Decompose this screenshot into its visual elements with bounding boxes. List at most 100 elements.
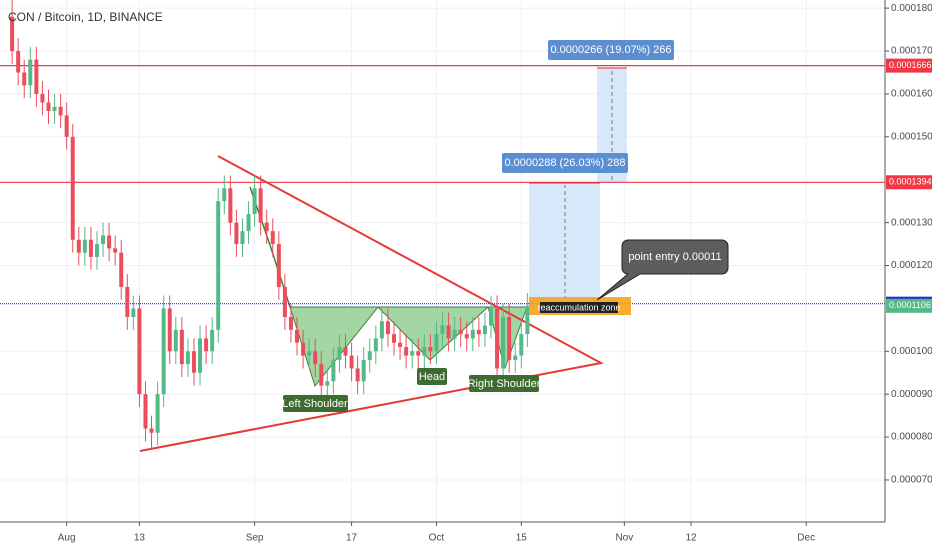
candle-body bbox=[476, 329, 481, 335]
price-tag-label: 0.0001106 bbox=[889, 300, 931, 310]
candle-body bbox=[252, 188, 257, 215]
candle-body bbox=[234, 222, 239, 245]
entry-callout bbox=[596, 239, 729, 301]
candle-body bbox=[22, 72, 27, 86]
target-label: 0.0000266 (19.07%) 266 bbox=[550, 44, 671, 56]
candle-body bbox=[434, 334, 439, 352]
y-tick-label: 0.0000700 bbox=[891, 475, 932, 486]
trend-line bbox=[249, 186, 291, 308]
candle-body bbox=[125, 286, 130, 317]
candle-body bbox=[113, 248, 118, 253]
x-tick-label: 17 bbox=[346, 533, 358, 544]
candle-body bbox=[482, 325, 487, 335]
grid bbox=[0, 0, 885, 522]
candle-body bbox=[404, 346, 409, 356]
candle-body bbox=[452, 329, 457, 339]
candle-body bbox=[101, 235, 106, 245]
entry-label: point entry 0.00011 bbox=[628, 251, 721, 263]
candle-body bbox=[307, 351, 312, 356]
candle-body bbox=[191, 351, 196, 373]
candle-body bbox=[301, 342, 306, 356]
candle-body bbox=[392, 334, 397, 343]
candle-body bbox=[210, 329, 215, 352]
price-tag-label: 0.0001394 bbox=[889, 177, 932, 187]
candle-body bbox=[40, 93, 45, 103]
candle-body bbox=[34, 59, 39, 94]
zone-label-bg bbox=[540, 302, 618, 313]
target-label-bg bbox=[502, 153, 628, 173]
price-tag bbox=[886, 58, 932, 73]
candle-body bbox=[222, 188, 227, 202]
x-tick-label: 15 bbox=[516, 533, 528, 544]
target-label: 0.0000288 (26.03%) 288 bbox=[504, 157, 625, 169]
candle-body bbox=[422, 346, 427, 356]
candle-body bbox=[325, 381, 330, 386]
x-tick-label: Sep bbox=[246, 533, 264, 544]
candle-body bbox=[355, 368, 360, 382]
candles bbox=[10, 0, 530, 450]
candle-body bbox=[501, 316, 506, 369]
candle-body bbox=[131, 308, 136, 317]
x-tick-label: Oct bbox=[429, 533, 445, 544]
candle-body bbox=[76, 239, 81, 253]
triangle bbox=[139, 155, 604, 452]
candle-body bbox=[446, 325, 451, 339]
candle-body bbox=[331, 359, 336, 382]
candle-body bbox=[204, 338, 209, 352]
candle-body bbox=[507, 316, 512, 360]
candle-body bbox=[149, 428, 154, 433]
pattern-label: Left Shoulder bbox=[282, 398, 348, 410]
candle-body bbox=[82, 239, 87, 253]
candle-body bbox=[94, 244, 99, 257]
candle-body bbox=[70, 136, 75, 240]
candle-body bbox=[240, 231, 245, 245]
pattern-label-bg bbox=[283, 395, 348, 412]
candle-body bbox=[525, 305, 530, 335]
candle-body bbox=[161, 308, 166, 395]
candle-body bbox=[155, 394, 160, 433]
candle-body bbox=[46, 102, 51, 112]
candle-body bbox=[246, 214, 251, 232]
x-tick-label: 13 bbox=[134, 533, 146, 544]
x-tick-label: Nov bbox=[615, 533, 633, 544]
candle-body bbox=[410, 351, 415, 356]
candle-body bbox=[276, 244, 281, 287]
candle-body bbox=[179, 329, 184, 365]
levels bbox=[0, 65, 885, 305]
candle-body bbox=[107, 235, 112, 249]
candle-body bbox=[513, 355, 518, 360]
candle-body bbox=[458, 329, 463, 335]
candle-body bbox=[416, 351, 421, 356]
candle-body bbox=[282, 286, 287, 317]
candle-body bbox=[464, 334, 469, 339]
candle-body bbox=[398, 342, 403, 347]
pattern-label: Head bbox=[419, 371, 445, 383]
candle-body bbox=[64, 115, 69, 137]
candle-body bbox=[198, 338, 203, 373]
x-tick-label: Dec bbox=[797, 533, 815, 544]
candle-body bbox=[349, 355, 354, 369]
candle-body bbox=[185, 351, 190, 365]
candle-body bbox=[10, 16, 15, 52]
price-tag bbox=[886, 175, 932, 190]
candle-body bbox=[258, 188, 263, 223]
candle-body bbox=[373, 338, 378, 352]
pattern-label-bg bbox=[469, 375, 539, 392]
price-tag bbox=[886, 298, 932, 313]
candle-body bbox=[264, 222, 269, 232]
candle-body bbox=[137, 308, 142, 395]
candle-body bbox=[440, 325, 445, 335]
candle-body bbox=[313, 351, 318, 365]
candle-body bbox=[143, 394, 148, 429]
candle-body bbox=[367, 351, 372, 360]
target-label-bg bbox=[548, 40, 674, 60]
x-tick-label: Aug bbox=[58, 533, 76, 544]
chart-title: CON / Bitcoin, 1D, BINANCE bbox=[8, 10, 163, 24]
